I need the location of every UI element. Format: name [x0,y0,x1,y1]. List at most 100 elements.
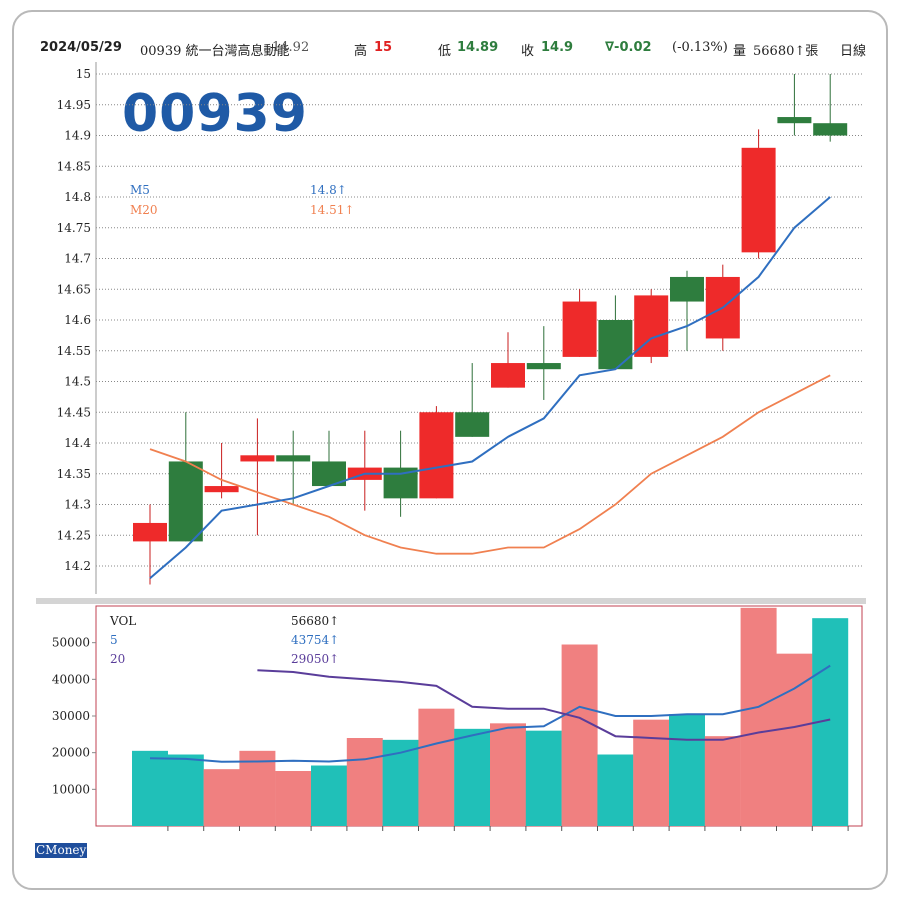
vol-value: 56680↑ [291,614,340,628]
candle-body [813,123,848,136]
volume-bar [346,738,383,826]
quote-open: 14.92 [272,40,310,55]
volume-bar [776,653,813,826]
candle [133,504,167,585]
candle [204,443,239,499]
candle [741,129,776,259]
candle-body [562,301,597,357]
m20-line [149,374,831,555]
close-label: 收 [521,44,535,59]
panel-separator[interactable] [36,598,866,604]
volume-ma20-line [257,669,831,741]
candle [455,363,490,437]
close-value: 14.9 [541,40,574,55]
cmoney-watermark: CMoney [35,843,88,858]
price-tick-label: 14.3 [64,498,91,512]
candle [670,270,704,351]
high-value: 15 [374,40,393,55]
candle [526,326,561,400]
candle-body [634,295,669,357]
volume-bar [311,765,347,826]
volume-bar [132,750,168,826]
volume-tick-label: 40000 [52,672,90,686]
volume-bar [418,708,455,826]
candle [347,430,382,511]
candle [419,406,454,499]
candle-body [204,486,239,493]
candle-body [526,363,561,370]
volume-bar [561,644,598,826]
price-tick-label: 14.65 [57,282,91,296]
volume-tick-label: 10000 [52,782,90,796]
candle [598,295,633,370]
price-tick-label: 14.45 [57,405,91,419]
m20-label: M20 [130,203,158,217]
volume-label: 量 [733,44,747,59]
price-tick-label: 14.25 [57,528,91,542]
vol-ma20-value: 29050↑ [291,652,340,666]
low-value: 14.89 [457,40,499,55]
candle [312,430,346,487]
candle-body [276,455,311,462]
candle-body [168,461,203,542]
candle-body [491,363,525,388]
m20-value: 14.51↑ [310,203,355,217]
candle-body [598,320,633,370]
candle [634,289,669,364]
price-tick-label: 14.6 [64,313,91,327]
volume-tick-label: 30000 [52,709,90,723]
high-label: 高 [354,44,368,59]
candle [240,418,275,536]
m5-value: 14.8↑ [310,183,347,197]
price-tick-label: 14.55 [57,344,91,358]
volume-bar [597,754,634,826]
m5-line [149,196,831,580]
volume-bar [275,771,312,826]
vol-label: VOL [110,614,137,628]
volume-bar [669,714,705,826]
volume-ma5-line [149,664,831,763]
candle-body [133,522,167,542]
candle-body [670,276,704,302]
candle [777,74,812,136]
quote-name: 00939 統一台灣高息動能 [140,44,290,59]
volume-bar [490,723,526,826]
change-percent: (-0.13%) [672,40,728,55]
vol-ma5-value: 43754↑ [291,633,340,647]
volume-bar [203,769,240,826]
price-tick-label: 14.95 [57,98,91,112]
volume-bar [704,736,741,826]
price-tick-label: 14.7 [64,252,91,266]
candle [276,430,311,505]
ticker-symbol: 00939 [122,84,308,144]
price-tick-label: 14.8 [64,190,91,204]
price-tick-label: 15 [76,67,91,81]
volume-bar [633,719,670,826]
change-value: ∇-0.02 [605,40,652,55]
candle-body [455,412,490,437]
quote-date: 2024/05/29 [40,40,122,55]
candle [168,412,203,542]
period-label[interactable]: 日線 [840,44,867,59]
price-tick-label: 14.35 [57,467,91,481]
price-tick-label: 14.85 [57,159,91,173]
candle-body [240,455,275,462]
volume-value: 56680↑張 [753,44,819,59]
candle-body [419,412,454,499]
candle [491,332,525,388]
m5-label: M5 [130,183,150,197]
volume-tick-label: 20000 [52,746,90,760]
candle [813,74,848,142]
price-tick-label: 14.75 [57,221,91,235]
price-tick-label: 14.4 [64,436,91,450]
volume-bar [740,607,777,826]
low-label: 低 [438,44,452,59]
volume-bar [239,750,276,826]
candle-body [741,147,776,253]
price-tick-label: 14.9 [64,129,91,143]
volume-bar [525,730,562,826]
price-tick-label: 14.2 [64,559,91,573]
volume-bar [454,728,491,826]
vol-ma5-label: 5 [110,633,118,647]
